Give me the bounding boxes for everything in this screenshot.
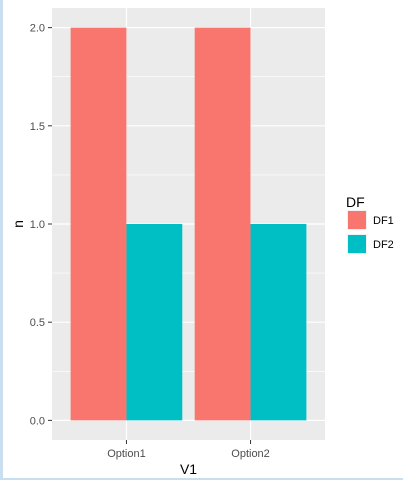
y-tick-label: 2.0 xyxy=(30,23,45,35)
legend-swatch-df1 xyxy=(348,211,366,229)
legend: DF DF1 DF2 xyxy=(346,194,394,254)
y-axis-title: n xyxy=(10,220,26,228)
bars xyxy=(70,27,307,421)
legend-swatch-df2 xyxy=(348,235,366,253)
bar-df1-option1 xyxy=(70,27,127,421)
bar-df1-option2 xyxy=(194,27,251,421)
legend-label-df1: DF1 xyxy=(373,215,394,227)
bar-df2-option2 xyxy=(250,224,307,421)
y-tick-label: 1.0 xyxy=(30,219,45,231)
x-tick-label: Option2 xyxy=(231,448,270,460)
bar-chart: 0.0 0.5 1.0 1.5 2.0 Option1 Option2 n V1 DF D… xyxy=(10,8,394,477)
legend-label-df2: DF2 xyxy=(373,239,394,251)
legend-title: DF xyxy=(346,194,365,210)
x-axis: Option1 Option2 xyxy=(107,440,270,460)
y-tick-label: 1.5 xyxy=(30,121,45,133)
bar-df2-option1 xyxy=(126,224,183,421)
y-tick-label: 0.5 xyxy=(30,317,45,329)
y-axis: 0.0 0.5 1.0 1.5 2.0 xyxy=(30,23,52,427)
x-axis-title: V1 xyxy=(180,461,197,477)
x-tick-label: Option1 xyxy=(107,448,146,460)
y-tick-label: 0.0 xyxy=(30,415,45,427)
